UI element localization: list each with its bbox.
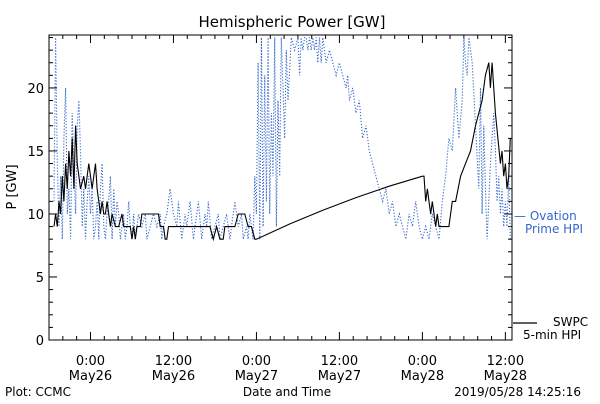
series-swpc-5min-hpi (53, 62, 511, 242)
y-tick-label: 5 (36, 271, 44, 286)
series-ovation-prime-hpi (53, 36, 511, 242)
x-tick-label-date: May27 (318, 369, 361, 384)
y-tick-label: 20 (27, 82, 44, 97)
x-tick-label-date: May28 (401, 369, 444, 384)
x-tick-label-time: 12:00 (321, 354, 358, 369)
legend-ovation-line2: Prime HPI (525, 222, 583, 236)
footer-plot-source: Plot: CCMC (5, 385, 71, 399)
x-tick-label-date: May26 (69, 369, 112, 384)
legend: — Ovation Prime HPI SWPC 5-min HPI (513, 209, 588, 342)
x-tick-label-date: May26 (152, 369, 195, 384)
x-tick-label-date: May28 (484, 369, 527, 384)
legend-swpc-line1: SWPC (553, 315, 588, 329)
x-tick-label-time: 0:00 (242, 354, 271, 369)
x-tick-label-date: May27 (235, 369, 278, 384)
plot-frame (48, 34, 513, 341)
chart-title: Hemispheric Power [GW] (199, 13, 386, 31)
x-tick-label-time: 12:00 (487, 354, 524, 369)
legend-swpc-line2: 5-min HPI (523, 328, 581, 342)
legend-ovation-line1: — Ovation (514, 209, 577, 223)
footer-timestamp: 2019/05/28 14:25:16 (454, 385, 581, 399)
axes: 051015200:00May2612:00May260:00May2712:0… (27, 34, 527, 384)
x-tick-label-time: 12:00 (155, 354, 192, 369)
footer-x-axis-label: Date and Time (243, 385, 331, 399)
x-tick-label-time: 0:00 (408, 354, 437, 369)
series-layer (53, 36, 511, 242)
y-tick-label: 15 (27, 145, 44, 160)
y-tick-label: 0 (36, 334, 44, 349)
y-axis-label: P [GW] (5, 164, 20, 209)
y-tick-label: 10 (27, 208, 44, 223)
x-tick-label-time: 0:00 (76, 354, 105, 369)
